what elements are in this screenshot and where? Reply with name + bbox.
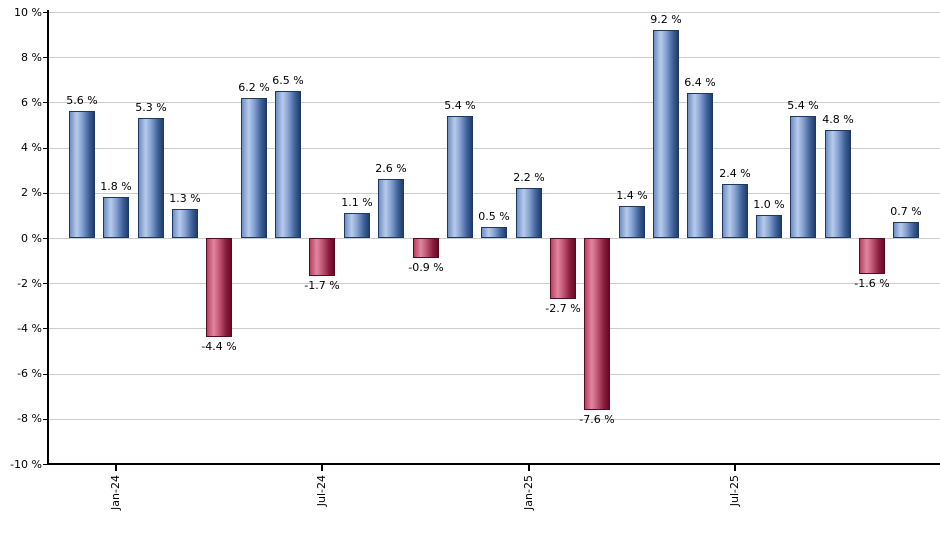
bar <box>687 93 713 238</box>
y-axis-tick <box>43 283 48 284</box>
y-axis-line <box>47 10 49 465</box>
y-axis-tick <box>43 57 48 58</box>
bar-value-label: 6.5 % <box>272 74 304 87</box>
x-axis-tick <box>115 465 117 471</box>
bar-value-label: -4.4 % <box>201 340 237 353</box>
bar-value-label: 1.1 % <box>341 196 373 209</box>
gridline <box>48 374 940 375</box>
y-axis-label: 2 % <box>21 186 42 199</box>
bar <box>413 238 439 258</box>
x-axis-tick-label: Jan-25 <box>522 475 535 510</box>
bar <box>344 213 370 238</box>
bar-value-label: 9.2 % <box>650 13 682 26</box>
bar-value-label: 1.3 % <box>169 192 201 205</box>
y-axis-tick <box>43 102 48 103</box>
y-axis-tick <box>43 374 48 375</box>
y-axis-label: 10 % <box>14 6 42 19</box>
bar <box>790 116 816 238</box>
y-axis-label: 8 % <box>21 51 42 64</box>
bar-value-label: 5.4 % <box>787 99 819 112</box>
bar <box>309 238 335 276</box>
bar <box>275 91 301 238</box>
bar <box>653 30 679 238</box>
bar <box>103 197 129 238</box>
bar <box>893 222 919 238</box>
y-axis-tick <box>43 193 48 194</box>
gridline <box>48 12 940 13</box>
bar <box>722 184 748 238</box>
gridline <box>48 57 940 58</box>
bar-value-label: 4.8 % <box>822 113 854 126</box>
bar-value-label: 1.0 % <box>753 198 785 211</box>
bar <box>206 238 232 337</box>
y-axis-label: -4 % <box>17 322 42 335</box>
y-axis-label: -8 % <box>17 412 42 425</box>
y-axis-tick <box>43 238 48 239</box>
y-axis-label: -6 % <box>17 367 42 380</box>
gridline <box>48 193 940 194</box>
x-axis-tick <box>528 465 530 471</box>
bar-value-label: 2.6 % <box>375 162 407 175</box>
bar-value-label: -0.9 % <box>408 261 444 274</box>
bar-value-label: -7.6 % <box>579 413 615 426</box>
bar <box>756 215 782 238</box>
gridline <box>48 102 940 103</box>
bar <box>138 118 164 238</box>
bar-value-label: -1.7 % <box>304 279 340 292</box>
y-axis-label: 4 % <box>21 141 42 154</box>
bar-value-label: 6.4 % <box>684 76 716 89</box>
y-axis-tick <box>43 464 48 465</box>
y-axis-label: 6 % <box>21 96 42 109</box>
y-axis-tick <box>43 328 48 329</box>
bar-value-label: 2.2 % <box>513 171 545 184</box>
bar-value-label: -2.7 % <box>545 302 581 315</box>
bar <box>481 227 507 238</box>
x-axis-tick-label: Jul-25 <box>728 475 741 507</box>
y-axis-tick <box>43 148 48 149</box>
bar <box>241 98 267 238</box>
bar-value-label: 6.2 % <box>238 81 270 94</box>
bar <box>69 111 95 238</box>
bar-value-label: 0.7 % <box>890 205 922 218</box>
x-axis-tick <box>734 465 736 471</box>
gridline <box>48 419 940 420</box>
gridline <box>48 283 940 284</box>
bar-value-label: 5.4 % <box>444 99 476 112</box>
bar <box>825 130 851 238</box>
y-axis-label: 0 % <box>21 232 42 245</box>
y-axis-label: -2 % <box>17 277 42 290</box>
gridline <box>48 238 940 239</box>
x-axis-tick-label: Jul-24 <box>315 475 328 507</box>
x-axis-line <box>47 463 940 465</box>
bar-value-label: -1.6 % <box>854 277 890 290</box>
bar <box>172 209 198 238</box>
bar-value-label: 5.6 % <box>66 94 98 107</box>
bar-value-label: 1.8 % <box>100 180 132 193</box>
bar <box>584 238 610 410</box>
bar-value-label: 1.4 % <box>616 189 648 202</box>
x-axis-tick-label: Jan-24 <box>109 475 122 510</box>
x-axis-tick <box>321 465 323 471</box>
gridline <box>48 148 940 149</box>
gridline <box>48 328 940 329</box>
bar <box>619 206 645 238</box>
bar <box>516 188 542 238</box>
bar <box>447 116 473 238</box>
bar <box>859 238 885 274</box>
y-axis-tick <box>43 12 48 13</box>
y-axis-label: -10 % <box>10 458 42 471</box>
bar <box>550 238 576 299</box>
bar <box>378 179 404 238</box>
bar-value-label: 0.5 % <box>478 210 510 223</box>
y-axis-tick <box>43 419 48 420</box>
bar-value-label: 2.4 % <box>719 167 751 180</box>
bar-value-label: 5.3 % <box>135 101 167 114</box>
